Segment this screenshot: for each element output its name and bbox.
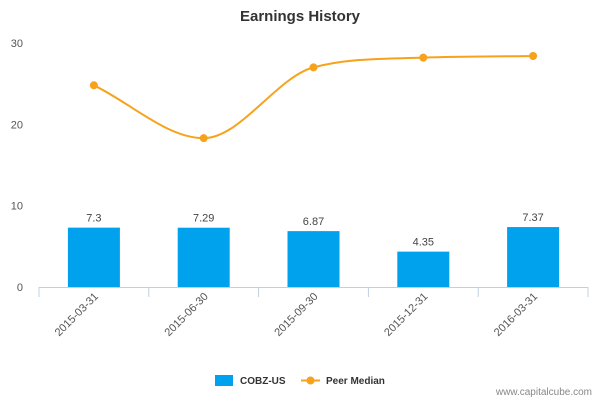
peer-median-point[interactable] — [529, 52, 538, 61]
bar-data-label: 6.87 — [303, 216, 324, 228]
x-tick-label: 2015-06-30 — [163, 291, 211, 339]
bar-data-label: 7.29 — [193, 213, 214, 225]
peer-median-point[interactable] — [419, 53, 428, 62]
bar-data-label: 7.37 — [522, 212, 543, 224]
peer-median-point[interactable] — [309, 63, 318, 72]
legend-label-peer-median: Peer Median — [326, 376, 385, 387]
y-tick-label: 20 — [11, 119, 23, 131]
peer-median-point[interactable] — [89, 81, 98, 90]
legend-item-peer-median[interactable]: Peer Median — [301, 376, 385, 387]
watermark: www.capitalcube.com — [495, 387, 592, 398]
x-tick-label: 2015-12-31 — [382, 291, 430, 339]
peer-median-series — [89, 52, 538, 143]
legend[interactable]: COBZ-US Peer Median — [215, 375, 385, 387]
bar-series — [67, 227, 560, 287]
legend-item-cobz[interactable]: COBZ-US — [215, 375, 286, 387]
bar-cobz[interactable] — [507, 227, 560, 287]
y-axis: 0 10 20 30 — [11, 38, 23, 294]
peer-median-point[interactable] — [199, 134, 208, 143]
bar-data-label: 4.35 — [413, 237, 434, 249]
bar-cobz[interactable] — [177, 227, 230, 287]
x-axis: 2015-03-31 2015-06-30 2015-09-30 2015-12-31… — [38, 287, 589, 339]
y-tick-label: 0 — [17, 282, 23, 294]
y-tick-label: 30 — [11, 38, 23, 50]
x-tick-label: 2015-09-30 — [272, 291, 320, 339]
bar-data-label: 7.3 — [86, 213, 101, 225]
legend-bar-swatch — [215, 375, 233, 386]
x-tick-label: 2015-03-31 — [53, 291, 101, 339]
chart-title: Earnings History — [240, 8, 361, 25]
legend-label-cobz: COBZ-US — [240, 376, 286, 387]
x-tick-label: 2016-03-31 — [492, 291, 540, 339]
legend-line-marker — [306, 376, 315, 385]
y-tick-label: 10 — [11, 201, 23, 213]
bar-data-labels: 7.3 7.29 6.87 4.35 7.37 — [86, 212, 544, 249]
bar-cobz[interactable] — [287, 231, 340, 287]
bar-cobz[interactable] — [67, 227, 120, 287]
peer-median-line[interactable] — [93, 55, 534, 140]
bar-cobz[interactable] — [397, 251, 450, 287]
